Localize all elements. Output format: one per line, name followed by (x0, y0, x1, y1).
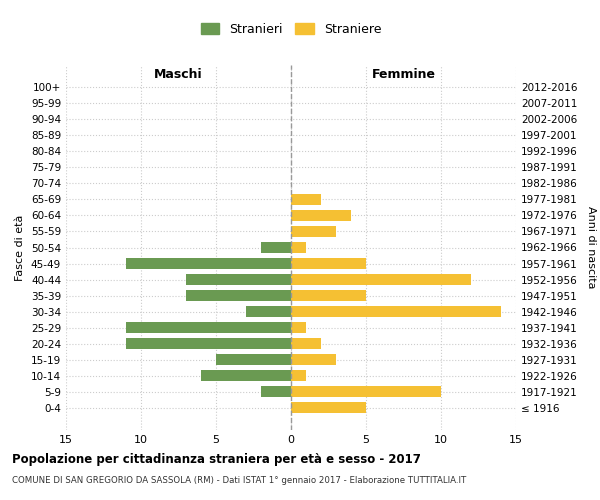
Bar (291, 306, 501, 317)
Bar (291, 258, 366, 269)
Bar (291, 290, 366, 301)
Bar (291, 210, 351, 221)
Text: Popolazione per cittadinanza straniera per età e sesso - 2017: Popolazione per cittadinanza straniera p… (12, 452, 421, 466)
Text: Femmine: Femmine (371, 68, 436, 81)
Legend: Stranieri, Straniere: Stranieri, Straniere (196, 18, 386, 40)
Bar (126, 338, 291, 349)
Bar (201, 370, 291, 382)
Bar (291, 338, 321, 349)
Text: COMUNE DI SAN GREGORIO DA SASSOLA (RM) - Dati ISTAT 1° gennaio 2017 - Elaborazio: COMUNE DI SAN GREGORIO DA SASSOLA (RM) -… (12, 476, 466, 485)
Bar (291, 194, 321, 205)
Bar (291, 354, 336, 366)
Y-axis label: Fasce di età: Fasce di età (16, 214, 25, 280)
Bar (216, 354, 291, 366)
Bar (186, 274, 291, 285)
Bar (126, 258, 291, 269)
Bar (291, 402, 366, 413)
Bar (291, 242, 306, 253)
Bar (186, 290, 291, 301)
Bar (291, 322, 306, 334)
Bar (126, 322, 291, 334)
Bar (291, 386, 441, 398)
Y-axis label: Anni di nascita: Anni di nascita (586, 206, 596, 289)
Bar (291, 370, 306, 382)
Bar (261, 386, 291, 398)
Text: Maschi: Maschi (154, 68, 203, 81)
Bar (291, 274, 471, 285)
Bar (291, 226, 336, 237)
Bar (261, 242, 291, 253)
Bar (246, 306, 291, 317)
